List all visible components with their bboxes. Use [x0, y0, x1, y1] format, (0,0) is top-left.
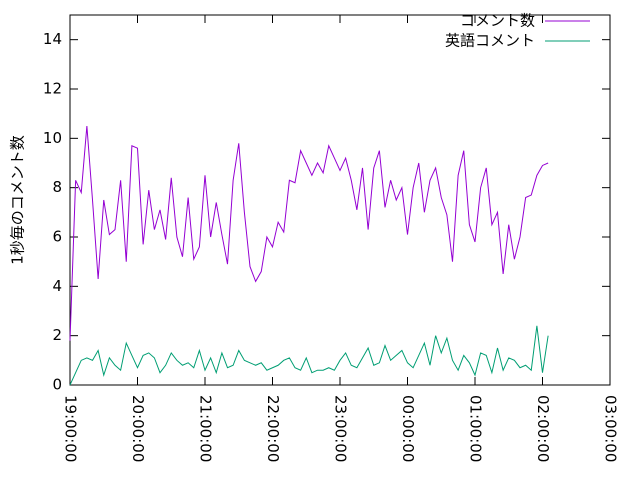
y-tick-label: 4: [52, 277, 62, 295]
x-tick-label: 00:00:00: [399, 395, 417, 462]
y-tick-label: 8: [52, 178, 62, 196]
x-tick-label: 20:00:00: [129, 395, 147, 462]
series-line: [69, 125, 549, 341]
y-tick-label: 2: [52, 326, 62, 344]
series-line: [69, 325, 549, 386]
plot-border: [69, 14, 611, 386]
y-tick-label: 0: [52, 376, 62, 394]
legend-label: 英語コメント: [445, 32, 535, 50]
x-tick-label: 23:00:00: [332, 395, 350, 462]
x-tick-label: 19:00:00: [62, 395, 80, 462]
y-axis-label: 1秒毎のコメント数: [9, 135, 27, 265]
x-tick-label: 02:00:00: [534, 395, 552, 462]
x-tick-label: 03:00:00: [602, 395, 620, 462]
x-tick-label: 21:00:00: [197, 395, 215, 462]
x-tick-label: 01:00:00: [467, 395, 485, 462]
y-tick-label: 10: [43, 129, 62, 147]
y-tick-label: 6: [52, 228, 62, 246]
x-tick-label: 22:00:00: [264, 395, 282, 462]
y-tick-label: 14: [43, 30, 62, 48]
y-tick-label: 12: [43, 80, 62, 98]
legend-label: コメント数: [460, 12, 535, 30]
